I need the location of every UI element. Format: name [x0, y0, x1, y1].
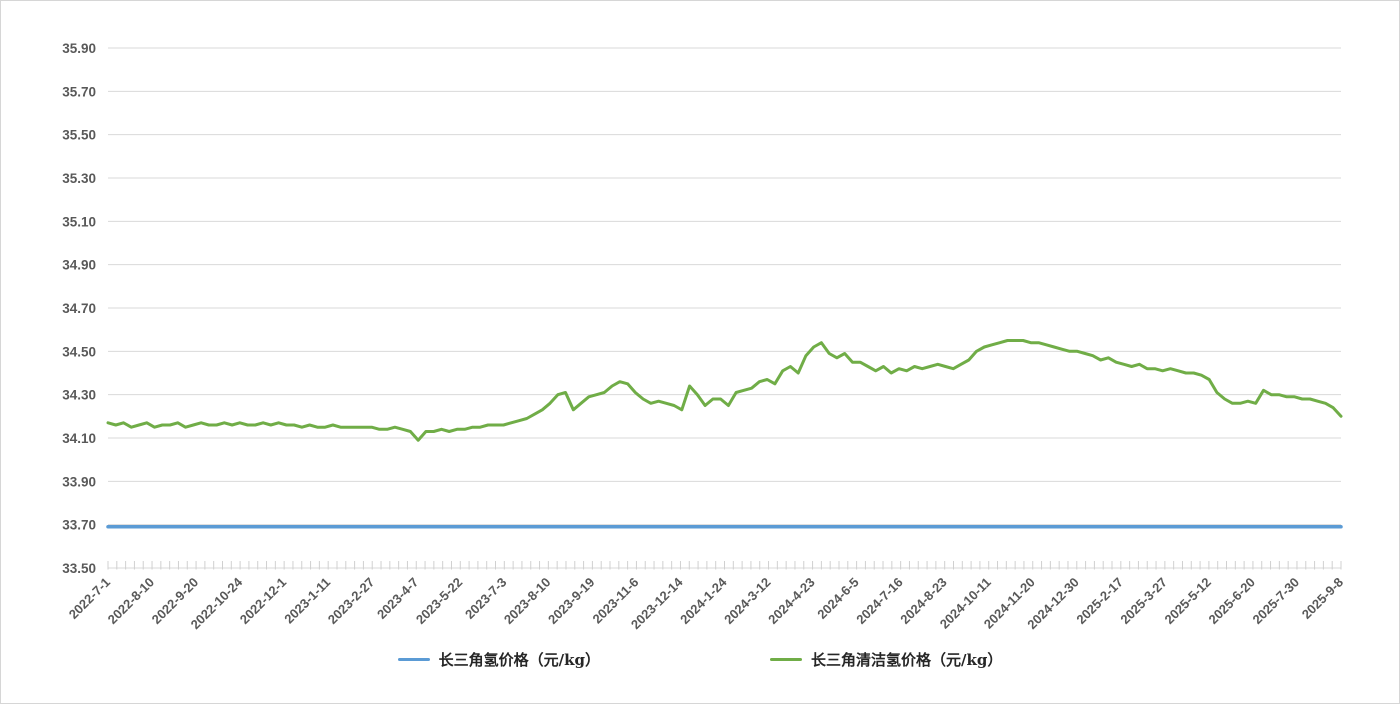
svg-text:34.90: 34.90 [62, 258, 96, 273]
svg-text:2025-2-17: 2025-2-17 [1073, 575, 1126, 628]
svg-text:35.10: 35.10 [62, 214, 96, 229]
price-line-chart: 33.50 33.70 33.90 34.10 34.30 34.50 34.70 34.90… [62, 41, 1346, 632]
legend-item-clean-hydrogen-price: 长三角清洁氢价格（元/kg） [770, 649, 1002, 670]
svg-text:2024-7-16: 2024-7-16 [853, 575, 906, 628]
svg-text:35.30: 35.30 [62, 171, 96, 186]
svg-text:2025-9-8: 2025-9-8 [1299, 575, 1346, 622]
svg-text:35.50: 35.50 [62, 128, 96, 143]
svg-text:2025-7-30: 2025-7-30 [1250, 575, 1303, 628]
svg-text:2023-9-19: 2023-9-19 [545, 575, 598, 628]
svg-text:2023-1-11: 2023-1-11 [281, 575, 333, 627]
svg-text:35.70: 35.70 [62, 84, 96, 99]
chart-legend: 长三角氢价格（元/kg） 长三角清洁氢价格（元/kg） [1, 649, 1399, 670]
svg-text:33.90: 33.90 [62, 474, 96, 489]
svg-text:2022-8-10: 2022-8-10 [105, 575, 158, 628]
svg-text:2025-6-20: 2025-6-20 [1206, 575, 1259, 628]
svg-text:34.70: 34.70 [62, 301, 96, 316]
legend-label-clean-hydrogen-price: 长三角清洁氢价格（元/kg） [811, 651, 1003, 669]
svg-text:34.10: 34.10 [62, 431, 96, 446]
svg-text:2023-8-10: 2023-8-10 [501, 575, 554, 628]
svg-text:34.50: 34.50 [62, 344, 96, 359]
legend-line-swatch-green [770, 658, 802, 661]
legend-line-swatch-blue [397, 657, 430, 662]
svg-text:2024-1-24: 2024-1-24 [677, 574, 730, 627]
svg-text:2022-12-1: 2022-12-1 [237, 575, 290, 628]
svg-text:2024-4-23: 2024-4-23 [765, 575, 818, 628]
svg-text:33.50: 33.50 [62, 561, 96, 576]
svg-text:33.70: 33.70 [62, 518, 96, 533]
legend-item-hydrogen-price: 长三角氢价格（元/kg） [397, 649, 600, 670]
legend-label-hydrogen-price: 长三角氢价格（元/kg） [438, 651, 600, 669]
svg-text:2025-3-27: 2025-3-27 [1117, 575, 1170, 628]
svg-text:34.30: 34.30 [62, 388, 96, 403]
svg-text:35.90: 35.90 [62, 41, 96, 56]
svg-text:2024-3-12: 2024-3-12 [721, 575, 774, 628]
svg-text:2023-5-22: 2023-5-22 [413, 575, 466, 628]
svg-text:2025-5-12: 2025-5-12 [1161, 575, 1214, 628]
svg-text:2023-2-27: 2023-2-27 [325, 575, 378, 628]
